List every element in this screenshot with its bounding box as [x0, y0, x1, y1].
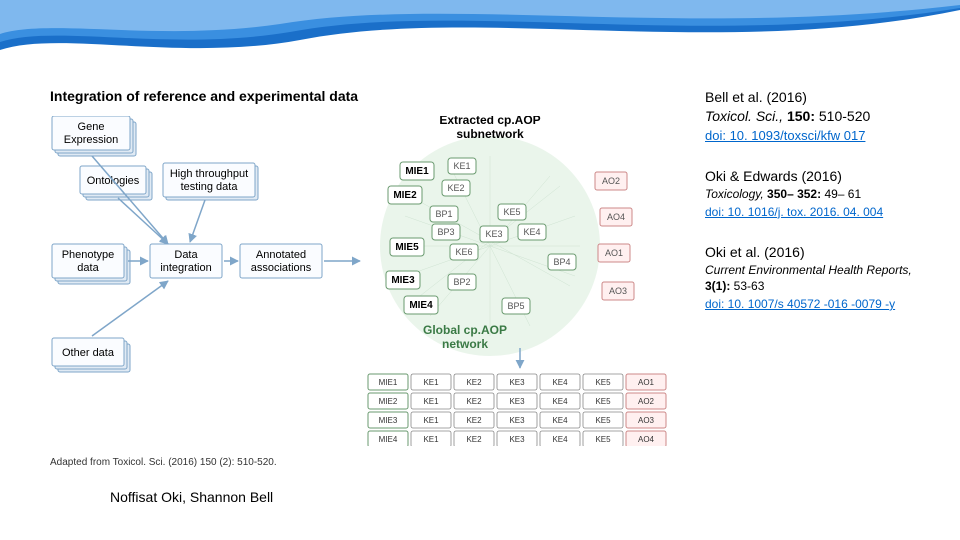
svg-text:BP5: BP5	[507, 301, 524, 311]
doi-link[interactable]: doi: 10. 1093/toxsci/kfw 017	[705, 128, 865, 143]
svg-text:AO1: AO1	[605, 248, 623, 258]
svg-text:Data: Data	[174, 249, 198, 261]
svg-text:Other data: Other data	[62, 347, 115, 359]
svg-text:associations: associations	[251, 262, 312, 274]
svg-text:MIE5: MIE5	[395, 242, 419, 253]
svg-text:KE5: KE5	[595, 435, 611, 444]
svg-text:Expression: Expression	[64, 134, 118, 146]
svg-text:KE5: KE5	[595, 378, 611, 387]
aop-grid: MIE1 KE1 KE2 KE3 KE4 KE5 AO1 MIE2 KE1 KE2 KE3 KE4 KE…	[368, 374, 666, 446]
figure-panel: Integration of reference and experimenta…	[50, 88, 690, 468]
svg-text:Phenotype: Phenotype	[62, 249, 115, 261]
svg-text:AO3: AO3	[609, 286, 627, 296]
svg-text:BP3: BP3	[437, 227, 454, 237]
svg-text:AO2: AO2	[602, 176, 620, 186]
box-hts: High throughput testing data	[163, 163, 258, 200]
svg-text:KE4: KE4	[552, 416, 568, 425]
box-integration: Data integration	[150, 244, 222, 278]
network-diagram: Extracted cp.AOP subnetwork Global cp.AO…	[380, 116, 634, 368]
svg-text:MIE3: MIE3	[379, 416, 398, 425]
svg-text:KE5: KE5	[503, 207, 520, 217]
svg-text:MIE2: MIE2	[379, 397, 398, 406]
svg-text:KE4: KE4	[552, 397, 568, 406]
svg-text:KE1: KE1	[423, 416, 439, 425]
svg-text:AO1: AO1	[638, 378, 655, 387]
svg-text:KE3: KE3	[509, 378, 525, 387]
credits: Noffisat Oki, Shannon Bell	[110, 489, 273, 505]
svg-text:KE2: KE2	[466, 378, 482, 387]
svg-text:AO4: AO4	[638, 435, 655, 444]
svg-text:network: network	[442, 337, 488, 351]
citation: Bell et al. (2016)Toxicol. Sci., 150: 51…	[705, 88, 930, 145]
citation: Oki et al. (2016)Current Environmental H…	[705, 243, 930, 313]
svg-text:data: data	[77, 262, 99, 274]
svg-text:KE4: KE4	[523, 227, 540, 237]
svg-text:KE2: KE2	[447, 183, 464, 193]
svg-text:BP1: BP1	[435, 209, 452, 219]
svg-text:MIE2: MIE2	[393, 190, 417, 201]
svg-text:KE2: KE2	[466, 435, 482, 444]
svg-text:KE1: KE1	[423, 378, 439, 387]
svg-text:testing data: testing data	[181, 181, 239, 193]
figure-svg: Gene Expression Ontologies High throughp…	[50, 116, 690, 446]
svg-text:KE3: KE3	[509, 435, 525, 444]
svg-text:KE2: KE2	[466, 397, 482, 406]
svg-text:AO3: AO3	[638, 416, 655, 425]
svg-text:KE1: KE1	[423, 397, 439, 406]
svg-text:Annotated: Annotated	[256, 249, 306, 261]
svg-text:KE1: KE1	[453, 161, 470, 171]
svg-text:KE5: KE5	[595, 397, 611, 406]
svg-text:KE3: KE3	[509, 397, 525, 406]
header-swoosh	[0, 0, 960, 70]
svg-text:KE5: KE5	[595, 416, 611, 425]
svg-text:KE4: KE4	[552, 378, 568, 387]
svg-text:AO4: AO4	[607, 212, 625, 222]
svg-text:KE3: KE3	[509, 416, 525, 425]
svg-text:MIE1: MIE1	[405, 166, 429, 177]
svg-text:subnetwork: subnetwork	[456, 127, 524, 141]
svg-text:MIE4: MIE4	[379, 435, 398, 444]
doi-link[interactable]: doi: 10. 1016/j. tox. 2016. 04. 004	[705, 205, 883, 219]
svg-text:Extracted cp.AOP: Extracted cp.AOP	[439, 116, 540, 127]
svg-text:Gene: Gene	[78, 121, 105, 133]
svg-text:KE6: KE6	[455, 247, 472, 257]
svg-text:KE3: KE3	[485, 229, 502, 239]
figure-caption: Adapted from Toxicol. Sci. (2016) 150 (2…	[50, 457, 690, 468]
box-phenotype: Phenotype data	[52, 244, 130, 284]
svg-text:integration: integration	[160, 262, 211, 274]
box-gene: Gene Expression	[52, 116, 136, 156]
svg-text:BP2: BP2	[453, 277, 470, 287]
svg-text:KE1: KE1	[423, 435, 439, 444]
box-annotated: Annotated associations	[240, 244, 322, 278]
svg-text:KE4: KE4	[552, 435, 568, 444]
svg-text:AO2: AO2	[638, 397, 655, 406]
svg-text:MIE1: MIE1	[379, 378, 398, 387]
svg-text:Global cp.AOP: Global cp.AOP	[423, 323, 507, 337]
doi-link[interactable]: doi: 10. 1007/s 40572 -016 -0079 -y	[705, 297, 895, 311]
figure-title: Integration of reference and experimenta…	[50, 88, 690, 104]
svg-text:MIE4: MIE4	[409, 300, 433, 311]
citation: Oki & Edwards (2016)Toxicology, 350– 352…	[705, 167, 930, 221]
box-other: Other data	[52, 338, 130, 372]
svg-text:KE2: KE2	[466, 416, 482, 425]
svg-text:BP4: BP4	[553, 257, 570, 267]
svg-text:High throughput: High throughput	[170, 168, 248, 180]
citations-panel: Bell et al. (2016)Toxicol. Sci., 150: 51…	[705, 88, 930, 335]
svg-text:MIE3: MIE3	[391, 275, 415, 286]
